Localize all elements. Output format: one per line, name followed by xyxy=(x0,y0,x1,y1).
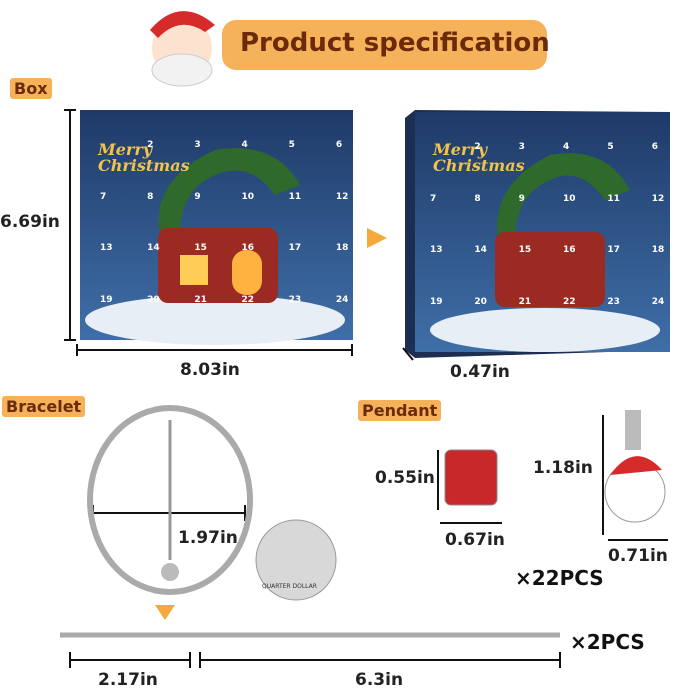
door-number: 2 xyxy=(474,142,481,152)
santa-pendant-hat xyxy=(610,456,662,475)
door-number: 21 xyxy=(518,296,532,307)
door-number: 19 xyxy=(100,294,113,305)
pendant-label: Pendant xyxy=(358,400,442,421)
door-number: 22 xyxy=(563,296,576,307)
door-number: 9 xyxy=(194,191,201,202)
bail xyxy=(625,410,641,450)
bracelet-diameter: 1.97in xyxy=(178,528,238,548)
door-number: 4 xyxy=(563,142,570,152)
door-number: 10 xyxy=(563,193,576,204)
door-number: 18 xyxy=(651,245,665,256)
door-number: 11 xyxy=(607,193,620,204)
door-number: 12 xyxy=(335,191,349,202)
door-grid: 2 3 4 5 6 7 8 9 10 11 12 13 14 15 16 17 18 19 20 21 22 23 24 xyxy=(100,140,350,310)
door-number: 11 xyxy=(288,191,302,202)
arrow-right xyxy=(367,228,387,248)
title: Product specification xyxy=(240,28,550,58)
snow xyxy=(85,295,345,345)
coin xyxy=(255,519,337,601)
bracelet-quantity: ×2PCS xyxy=(570,630,645,654)
door-number: 13 xyxy=(430,245,443,256)
door-number: 5 xyxy=(607,142,614,152)
door-number: 18 xyxy=(335,243,349,254)
santa-hat xyxy=(150,11,215,38)
door-number: 13 xyxy=(100,243,113,254)
dimension-lines xyxy=(64,109,668,668)
coin-text: QUARTER DOLLAR xyxy=(262,583,317,590)
bracelet-length: 6.3in xyxy=(355,670,404,690)
door-number: 9 xyxy=(518,193,525,204)
title-banner xyxy=(222,20,547,70)
door-number: 23 xyxy=(607,296,620,307)
door-number: 5 xyxy=(288,140,295,150)
door-number: 17 xyxy=(288,243,302,254)
door-number: 4 xyxy=(241,140,248,150)
door xyxy=(232,250,262,295)
santa-width: 0.71in xyxy=(608,546,668,566)
bracelet-label: Bracelet xyxy=(2,396,86,417)
box-depth: 0.47in xyxy=(450,362,510,382)
bracelet-loop xyxy=(87,405,253,595)
arrow-down xyxy=(155,605,175,620)
door-number: 12 xyxy=(651,193,665,204)
santa-beard xyxy=(151,53,213,87)
pendant-quantity: ×22PCS xyxy=(515,566,604,590)
door-number: 15 xyxy=(518,245,532,256)
door-number: 6 xyxy=(335,140,343,150)
door-number: 7 xyxy=(100,191,107,202)
door-number: 8 xyxy=(147,191,154,202)
door-number: 3 xyxy=(194,140,201,150)
door-number: 16 xyxy=(563,245,576,256)
sleigh-height: 0.55in xyxy=(375,468,435,488)
brand-text-2: Merry Christmas xyxy=(433,140,525,175)
door-number: 10 xyxy=(241,191,255,202)
door-number: 24 xyxy=(335,294,349,305)
door-number: 7 xyxy=(430,193,437,204)
heart-charm xyxy=(161,563,179,581)
brand-text: Merry Christmas xyxy=(98,140,190,175)
door-number: 19 xyxy=(430,296,443,307)
window xyxy=(180,255,208,285)
door-number: 21 xyxy=(194,294,207,305)
door-number: 24 xyxy=(651,296,665,307)
roof-2 xyxy=(497,153,630,240)
door-number: 14 xyxy=(147,243,160,254)
house-2 xyxy=(495,232,605,307)
door-number: 14 xyxy=(474,245,487,256)
santa-height: 1.18in xyxy=(533,458,593,478)
door-number: 22 xyxy=(241,294,255,305)
extender-length: 2.17in xyxy=(98,670,158,690)
box-label: Box xyxy=(10,78,52,99)
box-width: 8.03in xyxy=(180,360,240,380)
door-number: 8 xyxy=(474,193,481,204)
door-number: 20 xyxy=(474,296,487,307)
door-number: 23 xyxy=(288,294,302,305)
door-grid-2: 2 3 4 5 6 7 8 9 10 11 12 13 14 15 16 17 18 19 20 21 22 23 24 xyxy=(430,142,665,312)
sleigh-width: 0.67in xyxy=(445,530,505,550)
door-number: 3 xyxy=(518,142,525,152)
roof xyxy=(158,148,300,235)
door-number: 17 xyxy=(607,245,620,256)
door-number: 15 xyxy=(194,243,207,254)
door-number: 20 xyxy=(147,294,160,305)
sleigh-pendant xyxy=(444,449,498,506)
snow-2 xyxy=(430,308,660,352)
box-height: 6.69in xyxy=(0,212,60,232)
door-number: 6 xyxy=(651,142,658,152)
door-number: 16 xyxy=(241,243,255,254)
door-number: 2 xyxy=(147,140,154,150)
